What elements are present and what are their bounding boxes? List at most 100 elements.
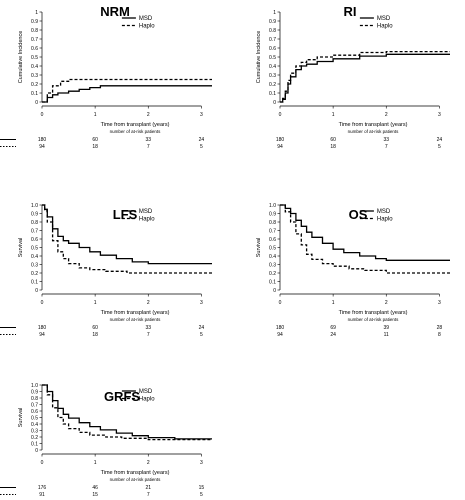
y-tick-label: 0.4 [269, 64, 276, 70]
x-tick-label: 2 [385, 300, 388, 306]
x-axis-label: Time from transplant (years) [101, 122, 170, 128]
risk-count: 33 [383, 137, 389, 143]
y-axis-label: Survival [256, 238, 262, 258]
y-tick-label: 0.6 [31, 409, 38, 415]
risk-count: 18 [92, 144, 98, 150]
risk-count: 176 [38, 485, 47, 491]
risk-count: 46 [92, 485, 98, 491]
y-tick-label: 0.4 [31, 254, 38, 260]
risk-count: 180 [276, 137, 285, 143]
y-tick-label: 0.5 [31, 55, 38, 61]
risk-count: 15 [92, 492, 98, 498]
y-tick-label: 0.9 [269, 211, 276, 217]
legend-label-haplo: Haplo [139, 397, 155, 403]
panel-title: RI [344, 4, 357, 19]
y-axis-label: Survival [18, 238, 24, 258]
y-tick-label: 0.2 [31, 82, 38, 88]
risk-count: 94 [39, 332, 45, 338]
legend-label-haplo: Haplo [139, 217, 155, 223]
x-tick-label: 1 [94, 112, 97, 118]
y-tick-label: 0.1 [269, 279, 276, 285]
y-tick-label: 0.6 [269, 237, 276, 243]
y-tick-label: 0.6 [269, 46, 276, 52]
x-tick-label: 1 [332, 300, 335, 306]
y-tick-label: 0.4 [269, 254, 276, 260]
risk-count: 33 [145, 137, 151, 143]
x-tick-label: 0 [279, 112, 282, 118]
panel-title: GRFS [104, 389, 140, 404]
y-tick-label: 0.8 [269, 28, 276, 34]
y-tick-label: 0.1 [31, 279, 38, 285]
x-axis-label: Time from transplant (years) [339, 310, 408, 316]
panel-lfs: LFS 0 0.1 0.2 0.3 0.4 0.5 0.6 0.7 0.8 0.9 1.0 Surviv… [0, 203, 212, 338]
y-tick-label: 0.9 [31, 389, 38, 395]
risk-count: 24 [199, 137, 205, 143]
x-tick-label: 3 [200, 112, 203, 118]
x-tick-label: 2 [385, 112, 388, 118]
risk-count: 15 [199, 485, 205, 491]
risk-count: 91 [39, 492, 45, 498]
risk-count: 94 [277, 144, 283, 150]
risk-count: 11 [384, 332, 389, 338]
risk-count: 21 [145, 485, 151, 491]
at-risk-label: number of at-risk patients [348, 129, 400, 134]
x-tick-label: 0 [41, 300, 44, 306]
y-tick-label: 0.5 [31, 415, 38, 421]
panel-title: OS [349, 207, 368, 222]
y-tick-label: 0.3 [269, 73, 276, 79]
x-tick-label: 3 [200, 460, 203, 466]
y-tick-label: 0.7 [31, 228, 38, 234]
legend-label-msd: MSD [139, 16, 153, 22]
x-tick-label: 1 [94, 300, 97, 306]
risk-count: 24 [330, 332, 336, 338]
y-tick-label: 0.9 [31, 211, 38, 217]
risk-count: 5 [200, 332, 203, 338]
y-tick-label: 0 [35, 100, 38, 106]
y-axis-label: Cumulative Incidence [18, 31, 24, 84]
x-tick-label: 0 [41, 112, 44, 118]
panel-ri: RI 0 0.1 0.2 0.3 0.4 0.5 0.6 0.7 0.8 0.9 1 Cumulativ… [0, 4, 450, 150]
series-line-haplo [280, 50, 450, 103]
risk-count: 5 [200, 144, 203, 150]
y-tick-label: 0 [35, 288, 38, 294]
y-tick-label: 0.5 [31, 245, 38, 251]
legend-label-haplo: Haplo [377, 24, 393, 30]
y-tick-label: 0.9 [31, 19, 38, 25]
y-tick-label: 0.4 [31, 64, 38, 70]
risk-count: 7 [147, 492, 150, 498]
risk-count: 180 [38, 325, 47, 331]
y-tick-label: 1.0 [31, 203, 38, 209]
risk-count: 39 [383, 325, 389, 331]
y-tick-label: 0.3 [31, 428, 38, 434]
y-tick-label: 1 [35, 10, 38, 16]
y-tick-label: 0.2 [269, 271, 276, 277]
risk-count: 60 [330, 137, 336, 143]
x-tick-label: 2 [147, 460, 150, 466]
x-tick-label: 1 [94, 460, 97, 466]
y-tick-label: 0.2 [269, 82, 276, 88]
risk-count: 28 [437, 325, 443, 331]
series-line-msd [280, 204, 450, 261]
x-tick-label: 1 [332, 112, 335, 118]
y-tick-label: 0.6 [31, 46, 38, 52]
panel-title: LFS [113, 207, 138, 222]
legend-label-msd: MSD [377, 16, 391, 22]
y-tick-label: 0.6 [31, 237, 38, 243]
x-tick-label: 3 [438, 112, 441, 118]
series-line-msd [42, 204, 212, 265]
risk-count: 33 [145, 325, 151, 331]
x-axis-label: Time from transplant (years) [339, 122, 408, 128]
panel-grfs: GRFS00.10.20.30.40.50.60.70.80.91.0Survi… [0, 383, 212, 498]
y-tick-label: 0.8 [31, 28, 38, 34]
y-tick-label: 1.0 [31, 383, 38, 389]
series-line-haplo [280, 204, 450, 274]
y-tick-label: 1.0 [269, 203, 276, 209]
series-line-msd [42, 85, 212, 103]
legend-label-haplo: Haplo [139, 24, 155, 30]
y-tick-label: 0.3 [31, 73, 38, 79]
y-tick-label: 0.2 [31, 271, 38, 277]
at-risk-label: number of at-risk patients [110, 477, 162, 482]
risk-count: 180 [276, 325, 285, 331]
x-tick-label: 0 [279, 300, 282, 306]
x-tick-label: 2 [147, 300, 150, 306]
